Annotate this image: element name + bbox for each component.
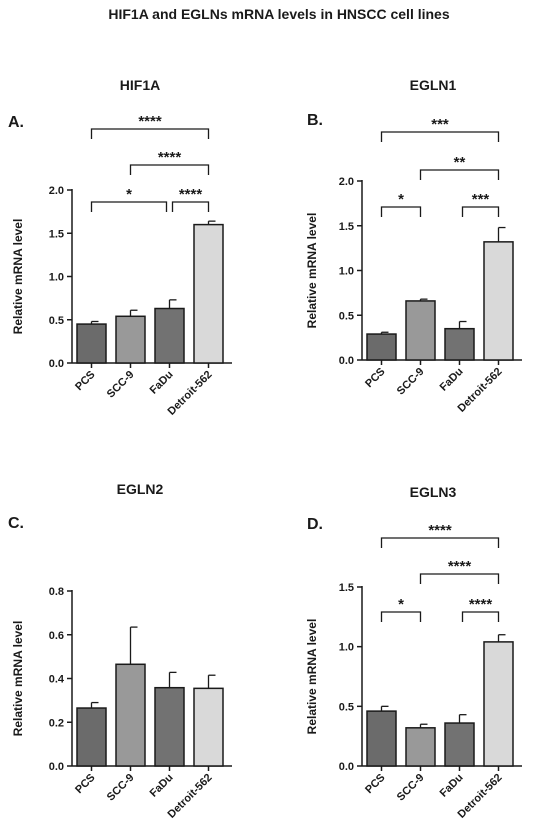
y-tick-label: 0.5 (49, 315, 64, 327)
bar-fadu (154, 686, 185, 767)
significance-label: * (126, 186, 132, 203)
significance-bracket (171, 201, 210, 212)
y-tick-label: 0.0 (49, 761, 64, 773)
y-tick-label: 1.0 (339, 266, 354, 278)
y-tick-label: 0.2 (49, 717, 64, 729)
bar-fadu (444, 327, 475, 361)
panel-label: B. (307, 112, 323, 129)
panel-label: D. (307, 516, 323, 533)
significance-label: **** (158, 149, 182, 166)
y-tick-label: 0.0 (339, 761, 354, 773)
y-axis-label: Relative mRNA level (11, 621, 25, 737)
significance-label: **** (428, 522, 452, 539)
category-label: SCC-9 (105, 772, 137, 804)
category-label: SCC-9 (105, 369, 137, 401)
y-tick-label: 0.6 (49, 630, 64, 642)
y-tick-label: 1.5 (49, 228, 64, 240)
panel-hif1a: HIF1A A. Relative mRNA level 0.0 0.5 1.0 1.5 2.… (8, 77, 232, 418)
significance-bracket (380, 206, 422, 217)
bar-fadu (154, 307, 185, 364)
panel-egln1: EGLN1 B. Relative mRNA level 0.0 0.5 1.0 1.5 2.… (305, 77, 522, 415)
category-label: SCC-9 (395, 366, 427, 398)
category-label: PCS (363, 772, 387, 796)
y-tick-label: 0.5 (339, 701, 354, 713)
bar-detroit-562 (193, 223, 224, 364)
bar-scc-9 (115, 663, 146, 767)
significance-label: *** (472, 191, 490, 208)
y-tick-label: 0.4 (49, 674, 65, 686)
significance-label: **** (469, 596, 493, 613)
significance-label: *** (431, 116, 449, 133)
significance-bracket (380, 537, 500, 548)
category-label: FaDu (148, 369, 176, 397)
significance-bracket (129, 164, 210, 175)
bar-scc-9 (115, 315, 146, 364)
significance-bracket (461, 611, 500, 622)
chart-title: EGLN2 (117, 481, 164, 497)
chart-title: EGLN1 (410, 77, 457, 93)
y-tick-label: 0.5 (339, 310, 354, 322)
category-label: SCC-9 (395, 772, 427, 804)
bar-pcs (366, 333, 397, 361)
bar-detroit-562 (193, 687, 224, 767)
y-tick-label: 1.0 (339, 642, 354, 654)
significance-bracket (90, 201, 168, 212)
category-label: PCS (73, 369, 97, 393)
y-tick-label: 2.0 (339, 176, 354, 188)
bar-pcs (76, 707, 107, 767)
bar-pcs (76, 323, 107, 364)
y-axis-label: Relative mRNA level (11, 219, 25, 335)
significance-label: **** (448, 558, 472, 575)
significance-label: ** (454, 154, 466, 171)
panel-label: A. (8, 114, 24, 131)
bar-detroit-562 (483, 641, 514, 767)
chart-title: HIF1A (120, 77, 160, 93)
category-label: FaDu (438, 772, 466, 800)
significance-bracket (419, 169, 500, 180)
y-tick-label: 0.0 (339, 355, 354, 367)
significance-bracket (90, 128, 210, 139)
y-axis-label: Relative mRNA level (305, 619, 319, 735)
y-tick-label: 1.5 (339, 582, 354, 594)
y-tick-label: 1.0 (49, 272, 64, 284)
figure-title: HIF1A and EGLNs mRNA levels in HNSCC cel… (108, 6, 449, 22)
significance-bracket (380, 131, 500, 142)
significance-label: **** (138, 113, 162, 130)
bar-detroit-562 (483, 241, 514, 361)
significance-label: * (398, 191, 404, 208)
y-tick-label: 0.0 (49, 358, 64, 370)
y-tick-label: 2.0 (49, 185, 64, 197)
category-label: FaDu (438, 366, 466, 394)
bar-scc-9 (405, 300, 436, 361)
category-label: PCS (73, 772, 97, 796)
panel-egln3: EGLN3 D. Relative mRNA level 0.0 0.5 1.0 1.5 PC… (305, 484, 522, 821)
significance-label: * (398, 596, 404, 613)
y-tick-label: 1.5 (339, 221, 354, 233)
panel-label: C. (8, 515, 24, 532)
bar-fadu (444, 722, 475, 767)
significance-label: **** (179, 186, 203, 203)
y-axis-label: Relative mRNA level (305, 213, 319, 329)
panel-egln2: EGLN2 C. Relative mRNA level 0.0 0.2 0.4 0.6 0.… (8, 481, 232, 821)
chart-title: EGLN3 (410, 484, 457, 500)
category-label: PCS (363, 366, 387, 390)
bar-scc-9 (405, 727, 436, 767)
category-label: FaDu (148, 772, 176, 800)
significance-bracket (461, 206, 500, 217)
significance-bracket (380, 611, 422, 622)
bar-pcs (366, 710, 397, 767)
significance-bracket (419, 573, 500, 584)
y-tick-label: 0.8 (49, 586, 64, 598)
